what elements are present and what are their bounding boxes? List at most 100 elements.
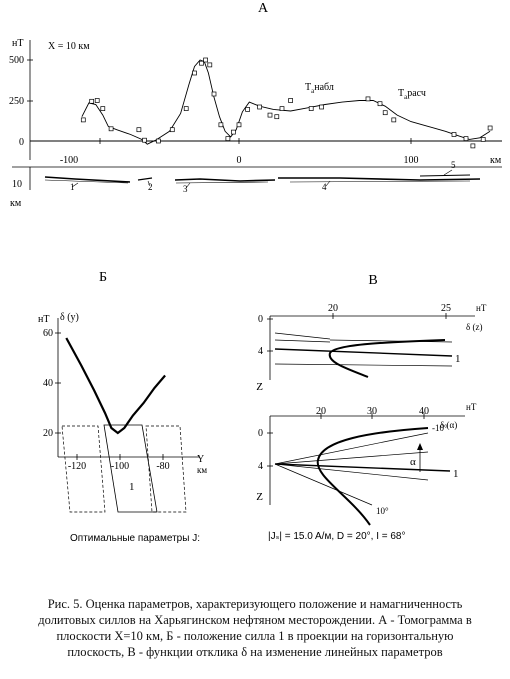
panel-a-obs-point [279,106,285,111]
panel-c-top-ytick-label: 0 [258,314,263,325]
panel-a-xtick-label: -100 [60,155,78,166]
panel-c-top-x-unit: нТ [476,303,487,313]
panel-c-bottom-line [274,451,429,465]
panel-c-top-line [274,363,453,367]
panel-b-y-title: δ (у) [60,312,79,323]
panel-c-bottom-line [274,463,373,506]
panel-a-x-unit: км [490,155,502,166]
caption-line: Рис. 5. Оценка параметров, характеризующ… [47,597,463,611]
panel-a-sills [44,169,481,189]
panel-a-obs-point [142,137,147,143]
panel-a-obs-point [451,132,457,137]
panel-c-alpha: α [410,456,416,468]
panel-c-bottom-line [274,432,429,465]
panel-b-ytick-label: 60 [43,328,53,339]
figure-caption: Рис. 5. Оценка параметров, характеризующ… [10,596,500,660]
panel-c-top-sills [274,332,453,378]
panel-c-bottom-xtick-label: 30 [367,406,377,417]
panel-b-x-unit: км [197,465,207,475]
panel-a-ytick-label: 0 [19,137,24,148]
panel-a-depth-unit: км [10,198,22,209]
panel-a-obs-point [274,114,280,120]
panel-c-top-sill-label: 1 [455,353,461,365]
panel-c-bottom-x-title: δ (α) [440,420,457,430]
panel-a-obs-point [382,110,388,116]
panel-b-outline-right [145,425,187,513]
panel-c-bottom-ytick-label: 0 [258,428,263,439]
panel-a-ytick-label: 250 [9,96,24,107]
panel-b-letter: Б [99,270,107,285]
panel-a-xtick-label: 0 [237,155,242,166]
panel-a-calc-series [81,59,491,145]
panel-a-obs-point [192,70,197,76]
panel-a-profile-label: X = 10 км [48,41,90,52]
panel-a-obs-point [108,126,114,132]
panel-a-obs-point [288,98,293,103]
panel-a: А нТ X = 10 км 500 250 0 -100 0 100 км 1… [9,1,502,209]
panel-a-obs-point [257,104,262,110]
panel-a-xtick-label: 100 [404,155,419,166]
panel-a-obs-point [487,125,493,131]
panel-b-x-title: Y [197,454,204,465]
sill-2-leader [147,180,151,187]
panel-b-xtick-label: -120 [68,461,86,472]
panel-a-obs-point [231,129,236,135]
panel-b-delta-line [65,337,166,435]
sill-3-edge [175,181,269,184]
panel-b-delta-series [65,337,166,435]
sill-1 [44,176,131,183]
panel-a-obs-point [365,96,371,102]
sill-1-leader [71,182,79,188]
panel-a-ytick-label: 500 [9,55,24,66]
panel-a-obs-point [267,112,273,118]
panel-c-angle-bottom: 10° [376,506,389,516]
panel-a-obs-point [89,98,95,104]
panel-c-bottom: 20 30 40 нТ δ (α) 0 4 Z -10° 10° [256,402,477,526]
panel-c-top-x-title: δ (z) [466,322,482,332]
sill-3-leader [185,182,191,189]
sill-number: 4 [322,182,327,192]
panel-c-bottom-sills [274,427,451,526]
panel-a-obs-point [319,104,324,110]
panel-b-footer: Оптимальные параметры J: [70,533,200,544]
panel-a-obs-point [199,60,204,66]
panel-c: В 20 25 нТ δ (z) 0 4 Z 1 [256,273,487,542]
panel-a-obs-label: Taнабл [305,82,334,95]
panel-a-obs-point [463,136,469,141]
panel-a-obs-point [80,117,86,123]
panel-b-ytick-label: 40 [43,378,53,389]
panel-c-bottom-xtick-label: 20 [316,406,326,417]
panel-c-letter: В [368,273,377,288]
panel-a-letter: А [258,1,269,16]
panel-c-bottom-ytick-label: 4 [258,461,263,472]
panel-c-angle-top: -10° [432,423,448,433]
panel-a-obs-point [225,136,231,141]
sill-4 [278,177,481,181]
panel-b-outlines [61,425,187,513]
panel-a-obs-point [169,127,175,133]
panel-a-obs-point [377,101,383,107]
panel-a-obs-point [211,91,217,97]
panel-a-obs-point [94,98,100,103]
sill-number: 5 [451,160,456,170]
panel-b: Б нТ δ (у) 60 40 20 -120 -100 -80 Y км 1… [38,270,207,544]
sill-4-edge [289,180,471,183]
panel-c-bottom-x-unit: нТ [466,402,477,412]
panel-c-top-ytick-label: 4 [258,346,263,357]
panel-a-obs-point [136,127,142,133]
panel-c-top-response [328,339,446,378]
panel-b-xtick-label: -80 [156,461,169,472]
panel-c-bottom-y-title: Z [256,491,263,503]
sill-3 [174,178,276,182]
panel-a-obs-point [308,106,314,111]
panel-c-bottom-line [274,463,429,481]
panel-b-sill-outline [103,424,158,513]
sill-number: 1 [70,182,75,192]
panel-a-obs-point [156,138,161,144]
panel-b-outline-left [61,425,106,513]
sill-4-leader [325,180,331,187]
panel-c-bottom-response [316,427,429,526]
panel-c-top-line [274,332,331,340]
panel-a-obs-point [183,106,189,111]
